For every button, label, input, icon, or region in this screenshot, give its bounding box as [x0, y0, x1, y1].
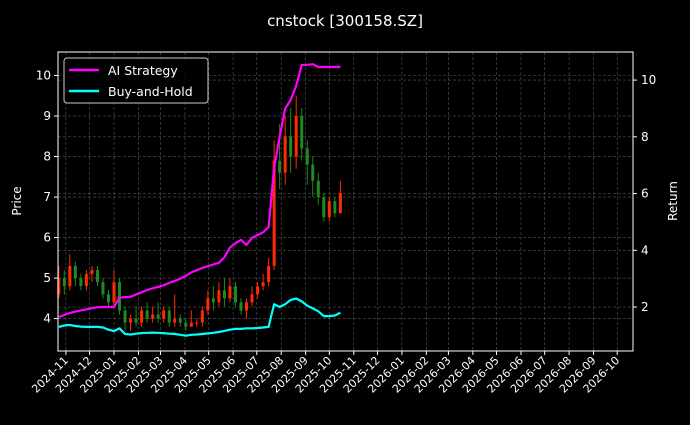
candle-body [134, 318, 138, 323]
legend-label-buy-and-hold: Buy-and-Hold [108, 84, 193, 99]
candle-body [62, 278, 66, 287]
y-left-tick-label: 5 [43, 271, 51, 285]
candle-body [156, 314, 160, 319]
candle-body [333, 201, 337, 214]
y-left-tick-label: 7 [43, 190, 51, 204]
candle-body [239, 302, 243, 311]
y-left-tick-label: 10 [36, 68, 51, 82]
candle-body [316, 180, 320, 198]
candle-body [200, 310, 204, 323]
candle-body [57, 278, 61, 295]
candle-body [151, 314, 155, 319]
candle-body [162, 310, 166, 319]
candle-body [272, 160, 276, 266]
y-right-tick-label: 10 [641, 73, 656, 87]
legend-label-ai-strategy: AI Strategy [108, 63, 178, 78]
y-axis-right: 2 4 6 8 10 [633, 73, 656, 314]
candle-body [84, 274, 88, 287]
y-axis-left-label: Price [10, 186, 24, 215]
y-left-tick-label: 6 [43, 231, 51, 245]
y-right-tick-label: 6 [641, 187, 649, 201]
candle-body [123, 310, 127, 323]
candle-body [178, 318, 182, 323]
candle-body [222, 290, 226, 299]
candle-body [322, 197, 326, 218]
candle-body [256, 286, 260, 295]
candle-body [311, 164, 315, 181]
y-right-tick-label: 8 [641, 130, 649, 144]
y-axis-right-label: Return [666, 181, 680, 221]
candle-body [189, 322, 193, 327]
chart-title: cnstock [300158.SZ] [267, 12, 423, 30]
candle-body [261, 282, 265, 287]
candle-body [278, 160, 282, 173]
candle-body [95, 269, 99, 283]
candle-body [106, 294, 110, 303]
candle-body [305, 148, 309, 165]
candle-body [338, 192, 342, 214]
candle-body [112, 282, 116, 303]
candle-body [267, 265, 271, 283]
plot-frame [57, 51, 634, 352]
series-lines [58, 63, 341, 337]
candle-body [228, 286, 232, 299]
candle-body [173, 318, 177, 323]
candle-body [101, 282, 105, 295]
candle-body [250, 294, 254, 303]
candle-body [300, 116, 304, 149]
candle-body [90, 269, 94, 275]
candle-body [289, 136, 293, 157]
series-line-ai-strategy [58, 63, 341, 319]
candle-body [217, 290, 221, 303]
candle-body [327, 201, 331, 218]
y-right-tick-label: 4 [641, 243, 649, 257]
series-line-buy-and-hold [58, 297, 341, 337]
y-left-tick-label: 4 [43, 312, 51, 326]
y-left-tick-label: 8 [43, 150, 51, 164]
candle-body [145, 310, 149, 319]
candle-body [233, 286, 237, 303]
candle-body [283, 136, 287, 173]
y-left-tick-label: 9 [43, 109, 51, 123]
candle-body [206, 298, 210, 311]
candle-body [73, 265, 77, 279]
candlesticks [57, 95, 342, 331]
candle-body [118, 282, 122, 311]
candle-body [167, 310, 171, 323]
legend: AI Strategy Buy-and-Hold [63, 57, 209, 104]
candle-body [79, 278, 83, 287]
candle-body [294, 116, 298, 157]
candle-body [211, 298, 215, 303]
y-axis-left: 4 5 6 7 8 9 10 [36, 68, 58, 326]
candle-body [68, 265, 72, 287]
candle-body [184, 322, 188, 327]
candle-body [140, 310, 144, 323]
candle-body [195, 322, 199, 324]
legend-box [63, 57, 209, 104]
candle-body [129, 318, 133, 323]
candle-body [245, 302, 249, 311]
y-right-tick-label: 2 [641, 300, 649, 314]
